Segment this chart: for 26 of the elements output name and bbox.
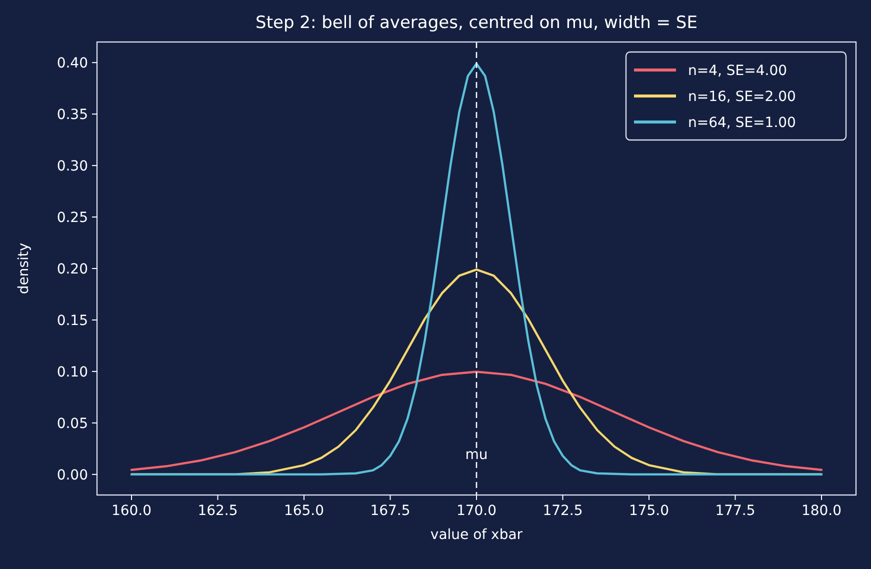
x-tick-label: 177.5 xyxy=(715,503,756,519)
y-tick-label: 0.20 xyxy=(56,262,88,278)
x-axis-title: value of xbar xyxy=(430,527,523,543)
legend-label: n=16, SE=2.00 xyxy=(688,89,796,105)
y-tick-label: 0.25 xyxy=(56,210,88,226)
y-tick-label: 0.35 xyxy=(56,107,88,124)
legend-label: n=4, SE=4.00 xyxy=(688,63,788,79)
line-series xyxy=(130,370,823,471)
x-tick-label: 172.5 xyxy=(542,503,583,519)
y-tick-label: 0.10 xyxy=(56,364,88,380)
x-tick-label: 165.0 xyxy=(284,503,324,519)
x-tick-label: 180.0 xyxy=(801,503,842,519)
y-tick-label: 0.05 xyxy=(56,416,88,432)
y-tick-label: 0.40 xyxy=(56,56,88,72)
y-axis-title: density xyxy=(16,242,32,294)
x-tick-label: 162.5 xyxy=(198,503,238,519)
x-tick-label: 175.0 xyxy=(628,503,670,519)
x-tick-label: 160.0 xyxy=(111,503,152,519)
x-tick-label: 170.0 xyxy=(456,503,497,519)
legend-label: n=64, SE=1.00 xyxy=(688,115,796,131)
x-tick-label: 167.5 xyxy=(370,503,410,519)
line-series xyxy=(130,62,823,476)
y-tick-label: 0.30 xyxy=(56,158,88,175)
chart-title: Step 2: bell of averages, centred on mu, width = SE xyxy=(256,13,698,33)
y-tick-label: 0.15 xyxy=(56,312,88,329)
y-tick-label: 0.00 xyxy=(56,467,88,484)
